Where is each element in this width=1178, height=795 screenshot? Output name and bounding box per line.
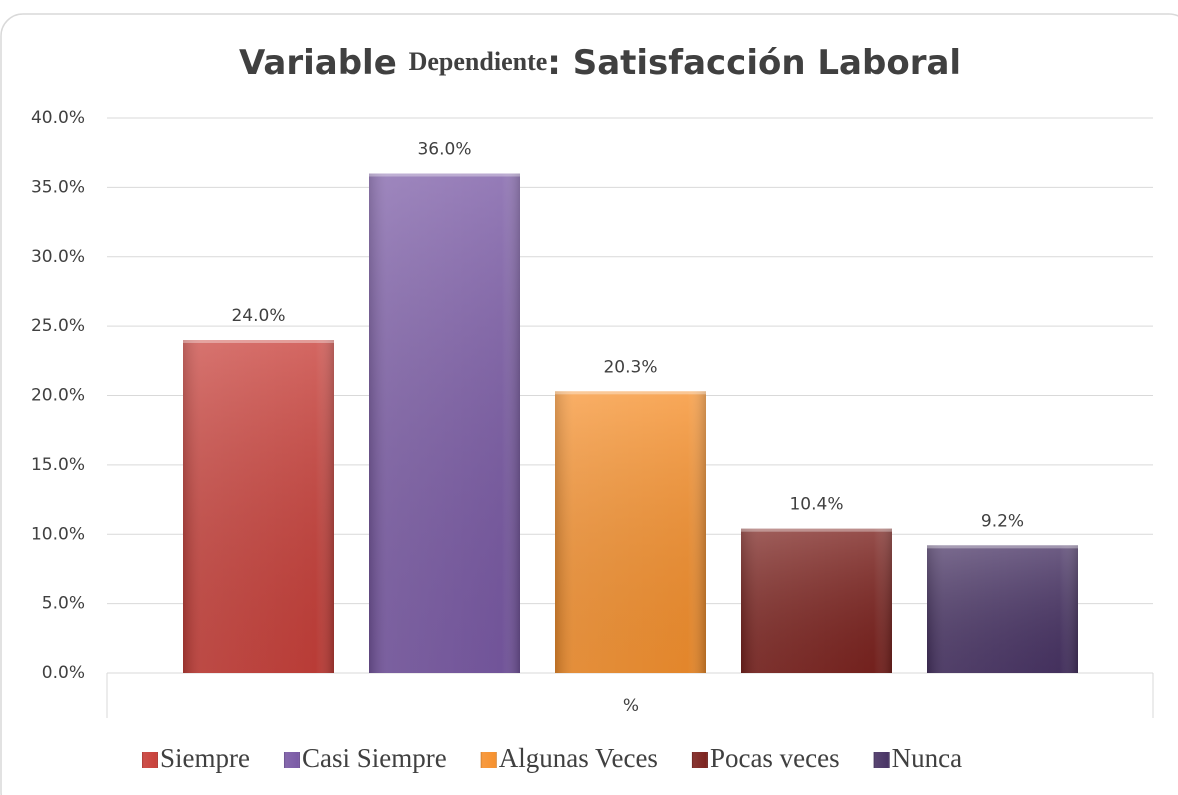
y-tick-label: 40.0% [31,108,85,128]
legend-swatch-sheen [480,752,497,768]
bar-top [555,391,706,395]
y-tick-label: 35.0% [31,177,85,197]
bar-group [183,340,334,673]
chart-title: Variable Dependiente: Satisfacción Labor… [239,43,961,83]
bar-sheen [183,340,334,673]
data-label: 10.4% [789,495,843,515]
bar-group [555,391,706,673]
y-tick-label: 5.0% [42,594,85,614]
bar-group [741,528,892,673]
legend-swatch-sheen [283,752,300,768]
legend-label: Pocas veces [710,743,840,773]
title-part: : Satisfacción Laboral [547,43,961,83]
y-tick-label: 30.0% [31,247,85,267]
y-tick-label: 15.0% [31,455,85,475]
bar-sheen [555,391,706,673]
bar-sheen [927,545,1078,673]
bar-group [369,173,520,673]
data-label: 24.0% [231,306,285,326]
bar-top [741,528,892,532]
legend-label: Algunas Veces [499,743,658,773]
y-tick-label: 0.0% [42,663,85,683]
legend-swatch-sheen [691,752,708,768]
bar-group [927,545,1078,673]
legend-swatch-sheen [873,752,890,768]
legend-swatch-sheen [142,752,158,768]
title-part: Variable [239,43,397,83]
y-tick-label: 20.0% [31,386,85,406]
title-part: Dependiente [409,47,548,76]
bar-top [927,545,1078,549]
data-label: 36.0% [417,140,471,160]
y-tick-label: 10.0% [31,524,85,544]
legend-label: Nunca [892,743,962,773]
y-tick-label: 25.0% [31,316,85,336]
data-label: 9.2% [981,511,1024,531]
bar-top [183,340,334,343]
bar-sheen [369,173,520,673]
bar-sheen [741,528,892,673]
x-tick-label: % [623,696,639,716]
data-label: 20.3% [603,357,657,377]
legend-label: Siempre [160,743,250,773]
legend-label: Casi Siempre [302,743,447,773]
bar-top [369,173,520,177]
